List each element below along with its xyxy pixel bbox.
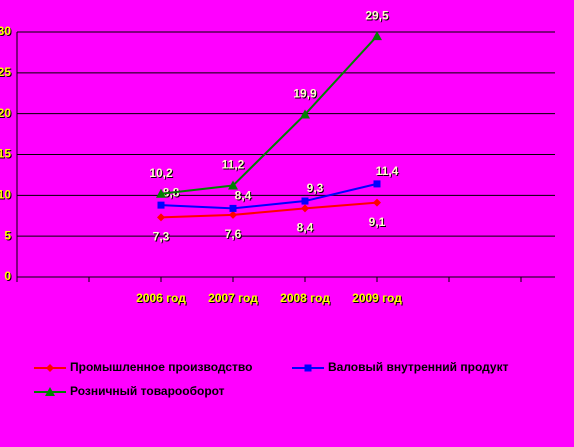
legend-label: Промышленное производство <box>70 360 252 374</box>
series-line <box>160 35 378 195</box>
data-label: 8,4 <box>297 221 314 235</box>
x-tick-label: 2009 год <box>352 291 402 305</box>
point <box>229 210 237 219</box>
series-line <box>160 201 378 219</box>
data-label: 10,2 <box>149 166 173 180</box>
data-label: 9,1 <box>369 215 386 229</box>
y-tick-label: 20 <box>0 106 11 120</box>
point <box>300 109 310 119</box>
legend-marker <box>46 364 54 372</box>
data-label: 8,4 <box>235 189 252 203</box>
series-line <box>160 182 378 210</box>
x-tick-label: 2006 год <box>136 291 186 305</box>
y-tick-label: 15 <box>0 147 11 161</box>
data-label: 7,3 <box>153 230 170 244</box>
data-label: 7,6 <box>225 227 242 241</box>
y-tick-label: 5 <box>4 228 11 242</box>
point <box>157 201 165 209</box>
legend-label: Валовый внутренний продукт <box>328 360 509 374</box>
data-label: 29,5 <box>365 8 389 22</box>
point <box>301 197 309 205</box>
point <box>301 204 309 213</box>
x-tick-label: 2007 год <box>208 291 258 305</box>
data-label: 11,4 <box>376 164 399 178</box>
legend-label: Розничный товарооборот <box>70 384 225 398</box>
point <box>229 204 237 212</box>
data-label: 19,9 <box>293 87 317 101</box>
y-tick-label: 0 <box>4 269 11 283</box>
data-label: 11,2 <box>222 158 245 172</box>
y-tick-label: 30 <box>0 24 11 38</box>
x-tick-label: 2008 год <box>280 291 330 305</box>
point <box>157 213 165 222</box>
data-label: 9,3 <box>307 181 324 195</box>
point <box>228 180 238 190</box>
point <box>373 198 381 207</box>
legend-marker <box>304 364 312 372</box>
y-tick-label: 25 <box>0 65 11 79</box>
point <box>373 180 381 188</box>
point <box>372 31 382 41</box>
point <box>156 188 166 198</box>
legend-marker <box>45 387 55 396</box>
y-tick-label: 10 <box>0 188 11 202</box>
